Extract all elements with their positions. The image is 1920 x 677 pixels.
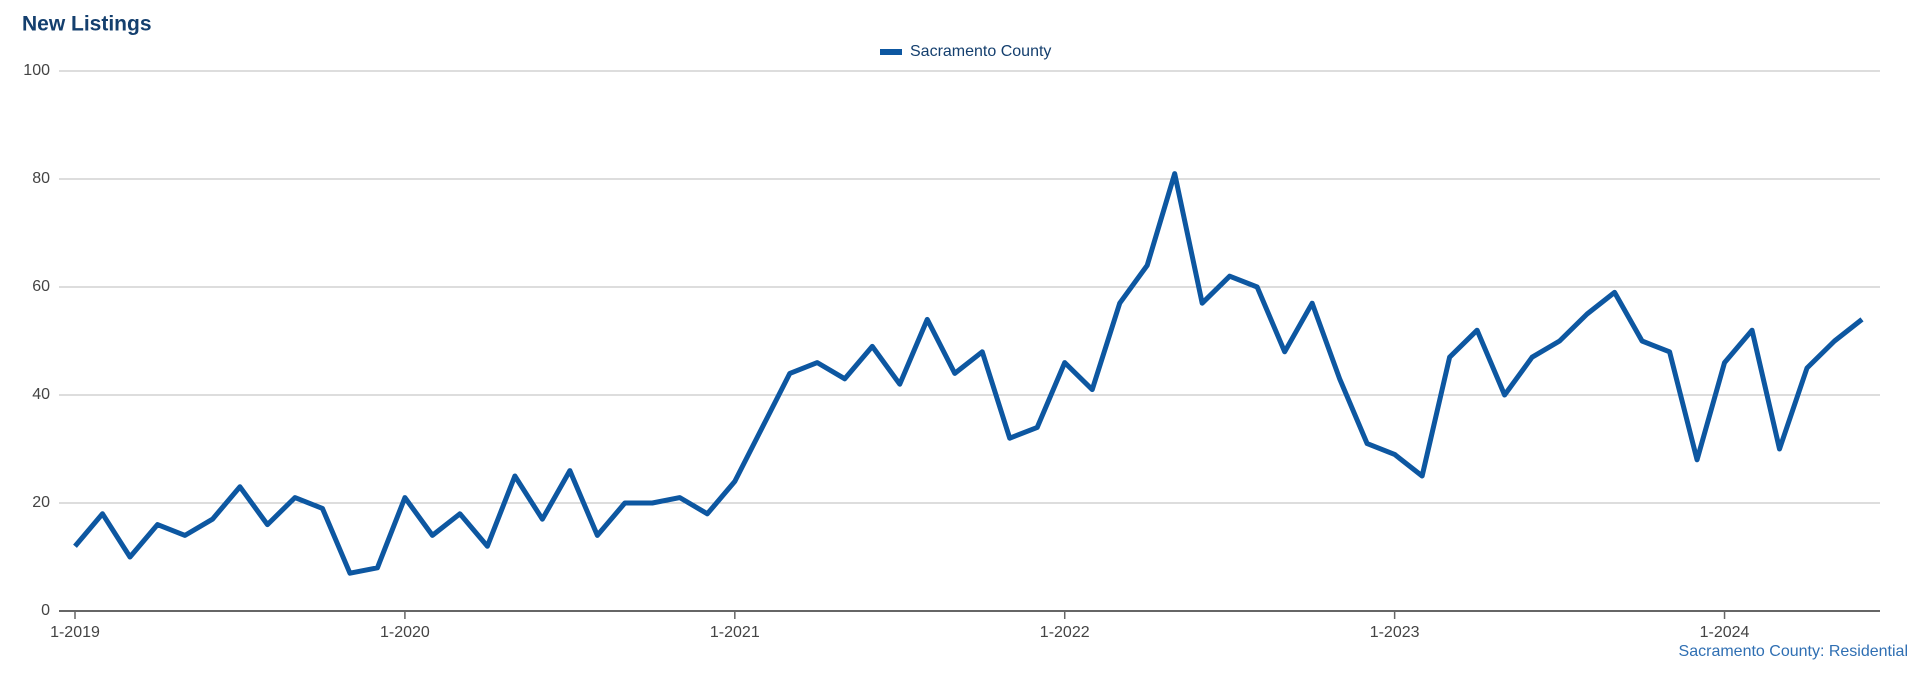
- x-tick-label: 1-2021: [710, 624, 760, 641]
- y-tick-label: 80: [32, 170, 50, 187]
- line-series: [73, 171, 1864, 576]
- legend-label: Sacramento County: [910, 43, 1051, 60]
- x-tick-label: 1-2022: [1040, 624, 1090, 641]
- x-tick-label: 1-2023: [1370, 624, 1420, 641]
- x-tick-label: 1-2020: [380, 624, 430, 641]
- y-tick-label: 0: [41, 602, 50, 619]
- y-tick-label: 40: [32, 386, 50, 403]
- chart-title: New Listings: [22, 13, 152, 36]
- y-tick-label: 100: [23, 62, 50, 79]
- x-tick-label: 1-2019: [50, 624, 100, 641]
- y-tick-label: 60: [32, 278, 50, 295]
- y-tick-label: 20: [32, 494, 50, 511]
- footer-label: Sacramento County: Residential: [1679, 643, 1908, 660]
- x-tick-label: 1-2024: [1700, 624, 1750, 641]
